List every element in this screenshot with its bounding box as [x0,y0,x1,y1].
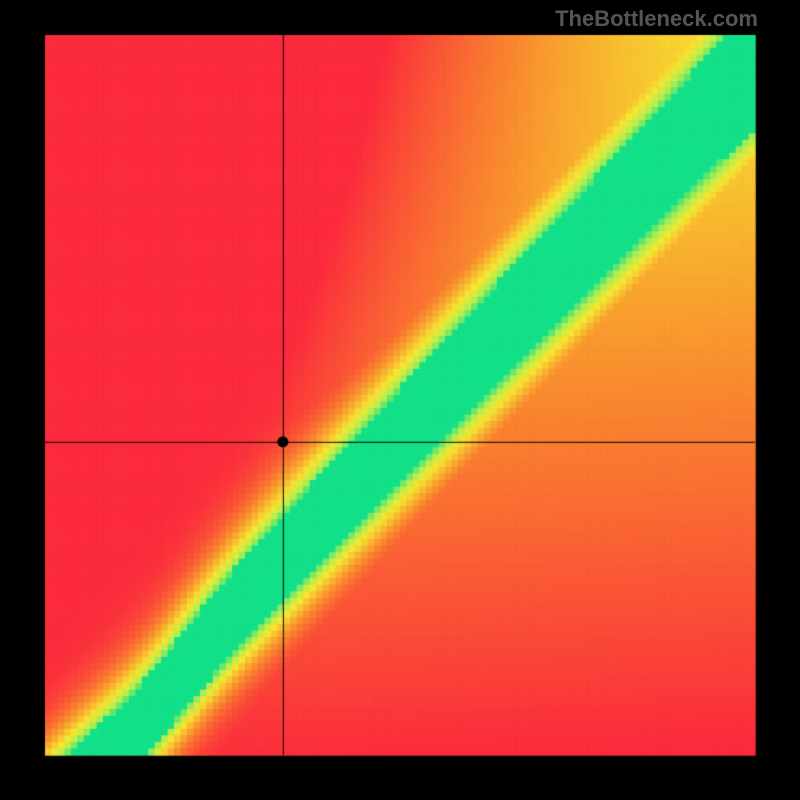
heatmap-canvas [0,0,800,800]
watermark-text: TheBottleneck.com [555,6,758,32]
chart-container: TheBottleneck.com [0,0,800,800]
